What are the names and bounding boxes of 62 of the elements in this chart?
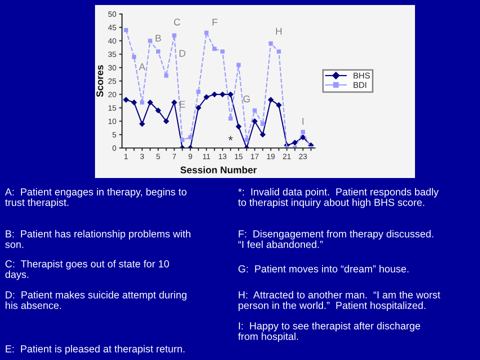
point xyxy=(148,38,152,43)
point xyxy=(196,90,200,94)
legend-label: BHS xyxy=(354,72,370,79)
point xyxy=(220,49,225,54)
text: F: Disengagement from therapy discussed. “I feel abandoned.” xyxy=(238,230,434,248)
text: H: Attracted to another man. “I am the worst person in the world.” Patient hospitalized. xyxy=(238,291,440,312)
point xyxy=(123,96,129,103)
point xyxy=(180,138,184,142)
point xyxy=(252,108,257,113)
point xyxy=(300,130,306,134)
point xyxy=(195,104,202,111)
point xyxy=(244,138,249,142)
text: C: Therapist goes out of state for 10 days. xyxy=(5,260,169,280)
point xyxy=(252,118,258,124)
point xyxy=(276,49,281,54)
annotation: E xyxy=(180,100,186,108)
annotation: C xyxy=(174,18,180,26)
annotation: H xyxy=(276,28,282,35)
point xyxy=(155,108,162,114)
text: *: Invalid data point. Patient responds badly to therapist inquiry about high BHS score. xyxy=(238,188,439,208)
point xyxy=(171,99,178,106)
text: D: Patient makes suicide attempt during his absence. xyxy=(6,291,186,309)
point xyxy=(228,91,234,98)
point xyxy=(172,33,176,38)
point xyxy=(156,49,160,54)
point xyxy=(140,100,144,105)
point xyxy=(228,116,233,121)
point xyxy=(131,99,138,106)
point xyxy=(220,91,226,98)
point xyxy=(236,124,242,130)
x-axis-title: Session Number xyxy=(180,166,257,174)
annotation: B xyxy=(156,34,161,42)
point xyxy=(139,120,146,127)
annotation: I xyxy=(302,118,304,125)
text: G: Patient moves into “dream” house. xyxy=(238,265,408,272)
y-axis-title: Scores xyxy=(96,65,104,97)
point xyxy=(268,41,273,46)
point xyxy=(292,140,298,146)
point xyxy=(236,62,241,68)
text: A: Patient engages in therapy, begins to trust therapist. xyxy=(5,188,186,208)
annotation: D xyxy=(180,50,186,57)
point xyxy=(276,102,282,108)
text: E: Patient is pleased at therapist return. xyxy=(6,345,184,354)
annotation: * xyxy=(228,136,233,140)
point xyxy=(212,46,217,51)
text: B: Patient has relationship problems with son. xyxy=(5,230,190,248)
text: I: Happy to see therapist after discharge from hospital. xyxy=(238,322,420,342)
point xyxy=(163,118,170,124)
point xyxy=(203,94,210,100)
point xyxy=(260,122,265,126)
point xyxy=(164,74,168,78)
point xyxy=(132,54,136,59)
point xyxy=(204,30,209,35)
legend-label: BDI xyxy=(354,82,366,88)
point xyxy=(212,91,218,98)
annotation: A xyxy=(138,63,146,70)
annotation: F xyxy=(212,18,218,26)
annotation: G xyxy=(243,95,250,102)
point xyxy=(124,28,128,32)
point xyxy=(260,132,266,138)
point xyxy=(147,99,154,106)
point xyxy=(188,135,192,140)
